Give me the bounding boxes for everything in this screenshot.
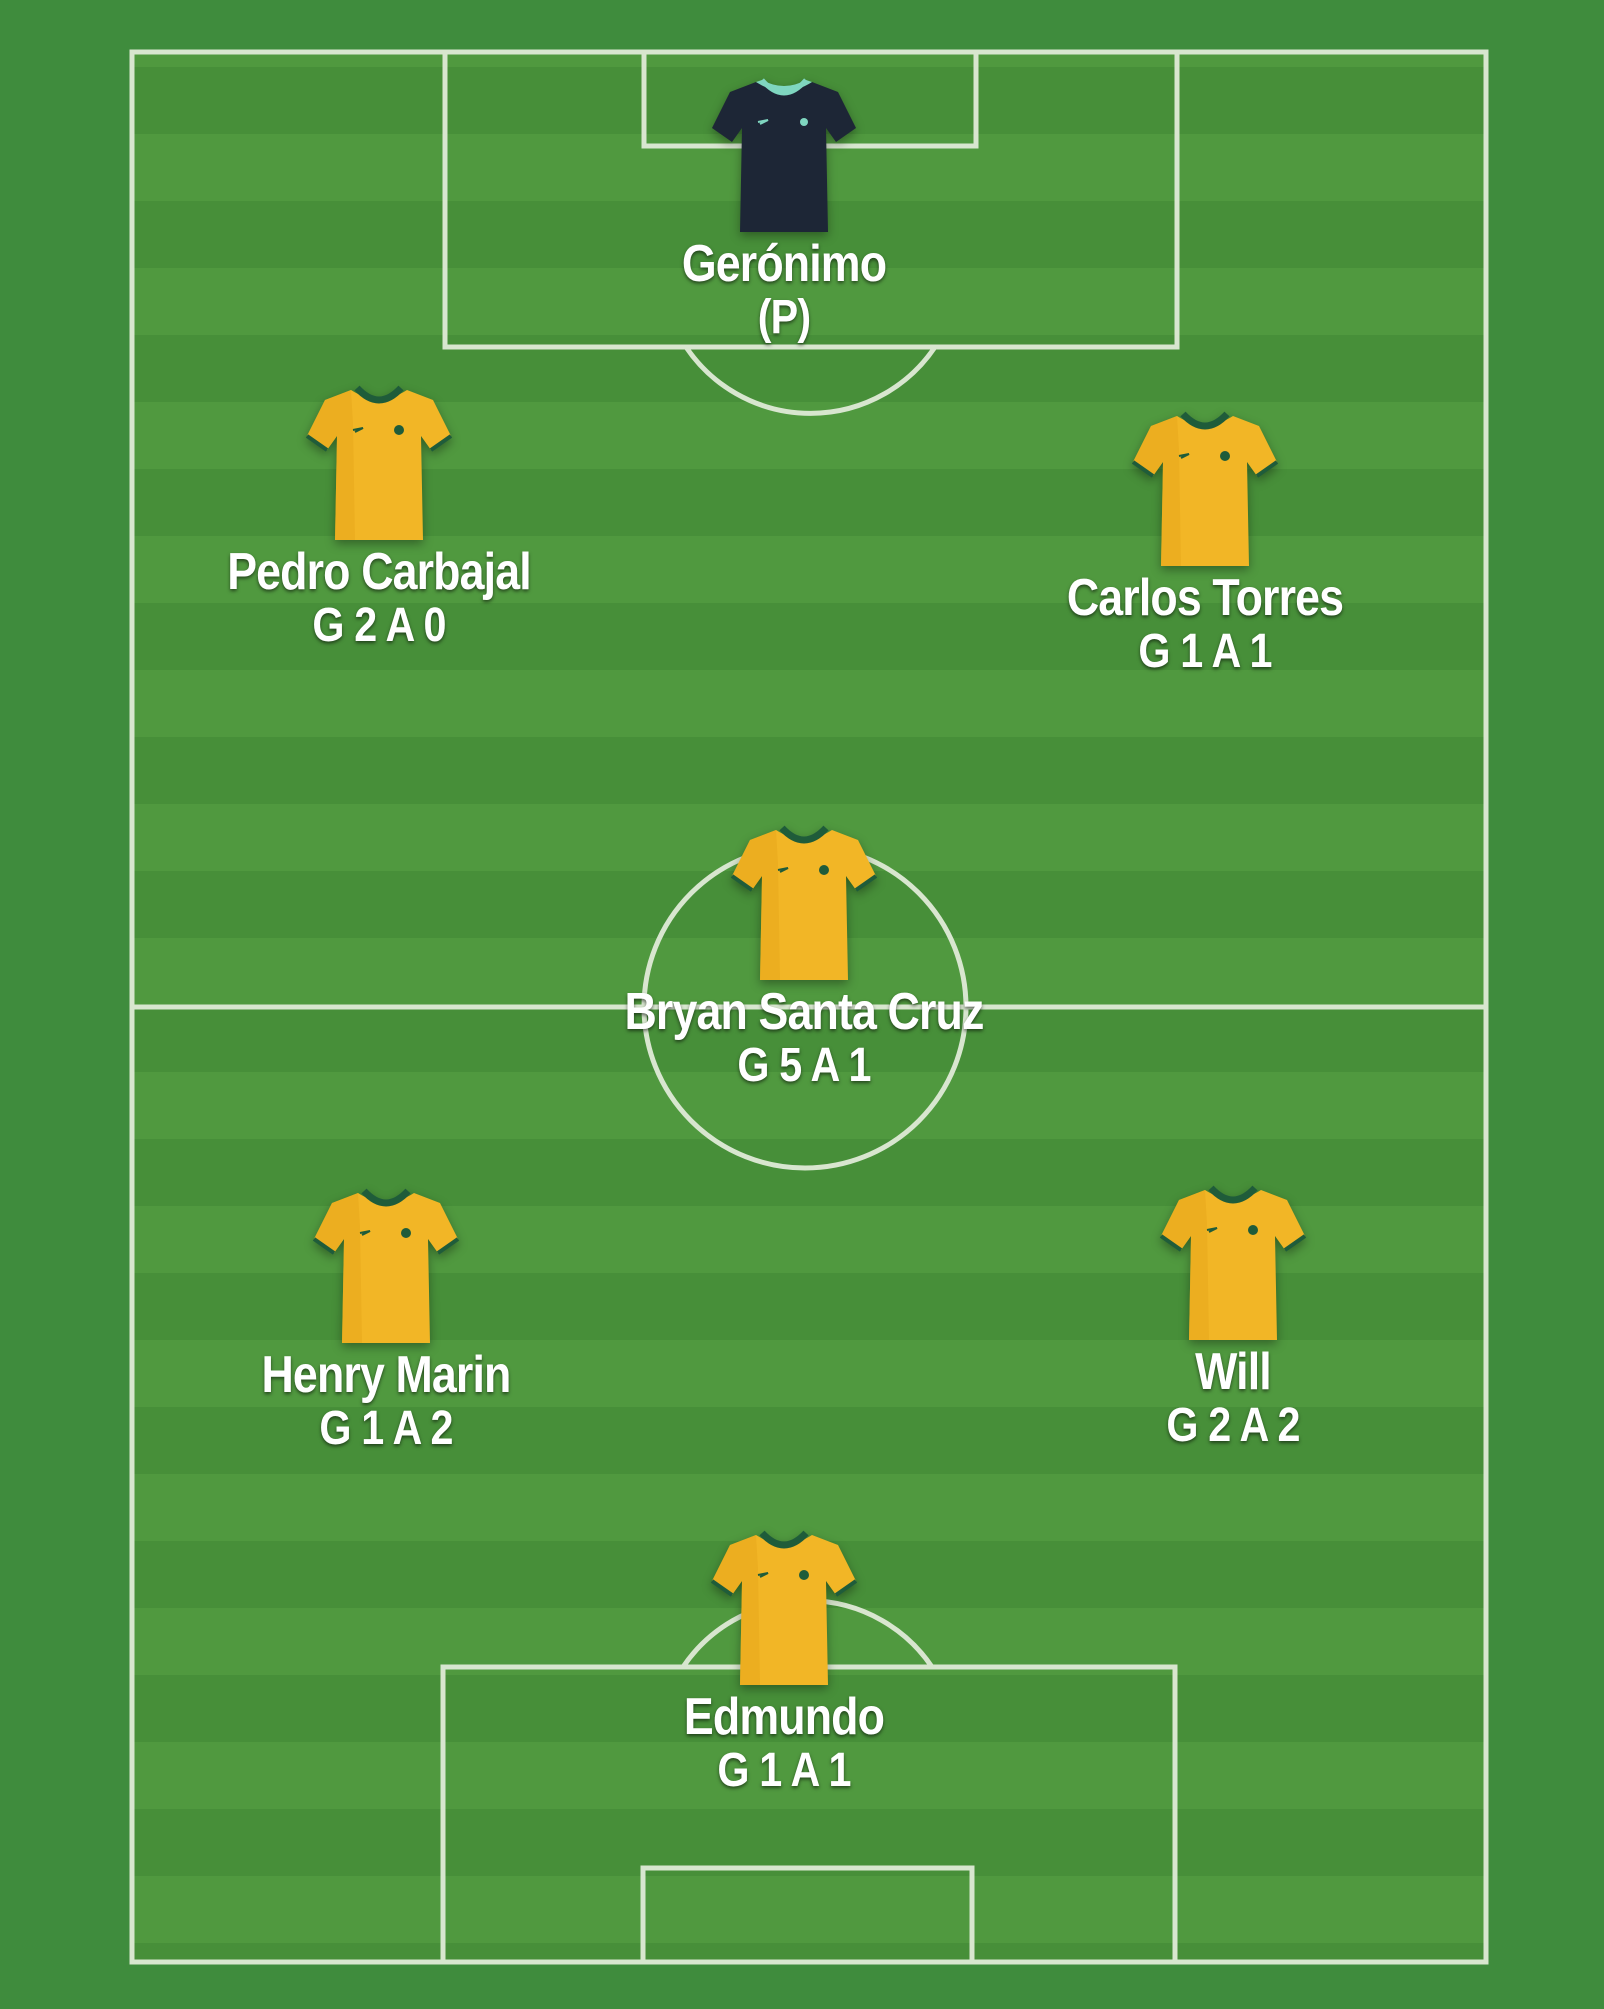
player-name: Carlos Torres [1066,569,1344,627]
player-name: Edmundo [683,1688,885,1746]
jersey-icon [1159,1185,1307,1340]
player-name: Bryan Santa Cruz [624,983,984,1041]
player-stats: G 2 A 0 [312,599,446,653]
player-stats: (P) [757,291,811,345]
player-stats: G 2 A 2 [1166,1399,1300,1453]
player-carlos-torres[interactable]: Carlos Torres G 1 A 1 [985,410,1425,678]
player-pedro-carbajal[interactable]: Pedro Carbajal G 2 A 0 [159,384,599,652]
player-name: Will [1195,1343,1272,1401]
player-bryan-santa-cruz[interactable]: Bryan Santa Cruz G 5 A 1 [584,824,1024,1092]
player-will[interactable]: Will G 2 A 2 [1013,1184,1453,1452]
player-geronimo[interactable]: Gerónimo (P) [564,76,1004,344]
player-henry-marin[interactable]: Henry Marin G 1 A 2 [166,1187,606,1455]
jersey-icon [1131,411,1279,566]
player-stats: G 1 A 2 [319,1402,453,1456]
jersey-icon [312,1188,460,1343]
player-stats: G 1 A 1 [717,1744,851,1798]
player-name: Henry Marin [261,1346,512,1404]
bottom-goal-area [640,1865,975,1965]
top-penalty-arc [683,345,938,416]
player-name: Pedro Carbajal [227,543,531,601]
player-stats: G 5 A 1 [737,1039,871,1093]
player-edmundo[interactable]: Edmundo G 1 A 1 [564,1529,1004,1797]
goalkeeper-jersey-icon [712,78,856,232]
player-stats: G 1 A 1 [1138,625,1272,679]
jersey-icon [710,1530,858,1685]
player-name: Gerónimo [681,235,887,293]
jersey-icon [305,385,453,540]
jersey-icon [730,825,878,980]
